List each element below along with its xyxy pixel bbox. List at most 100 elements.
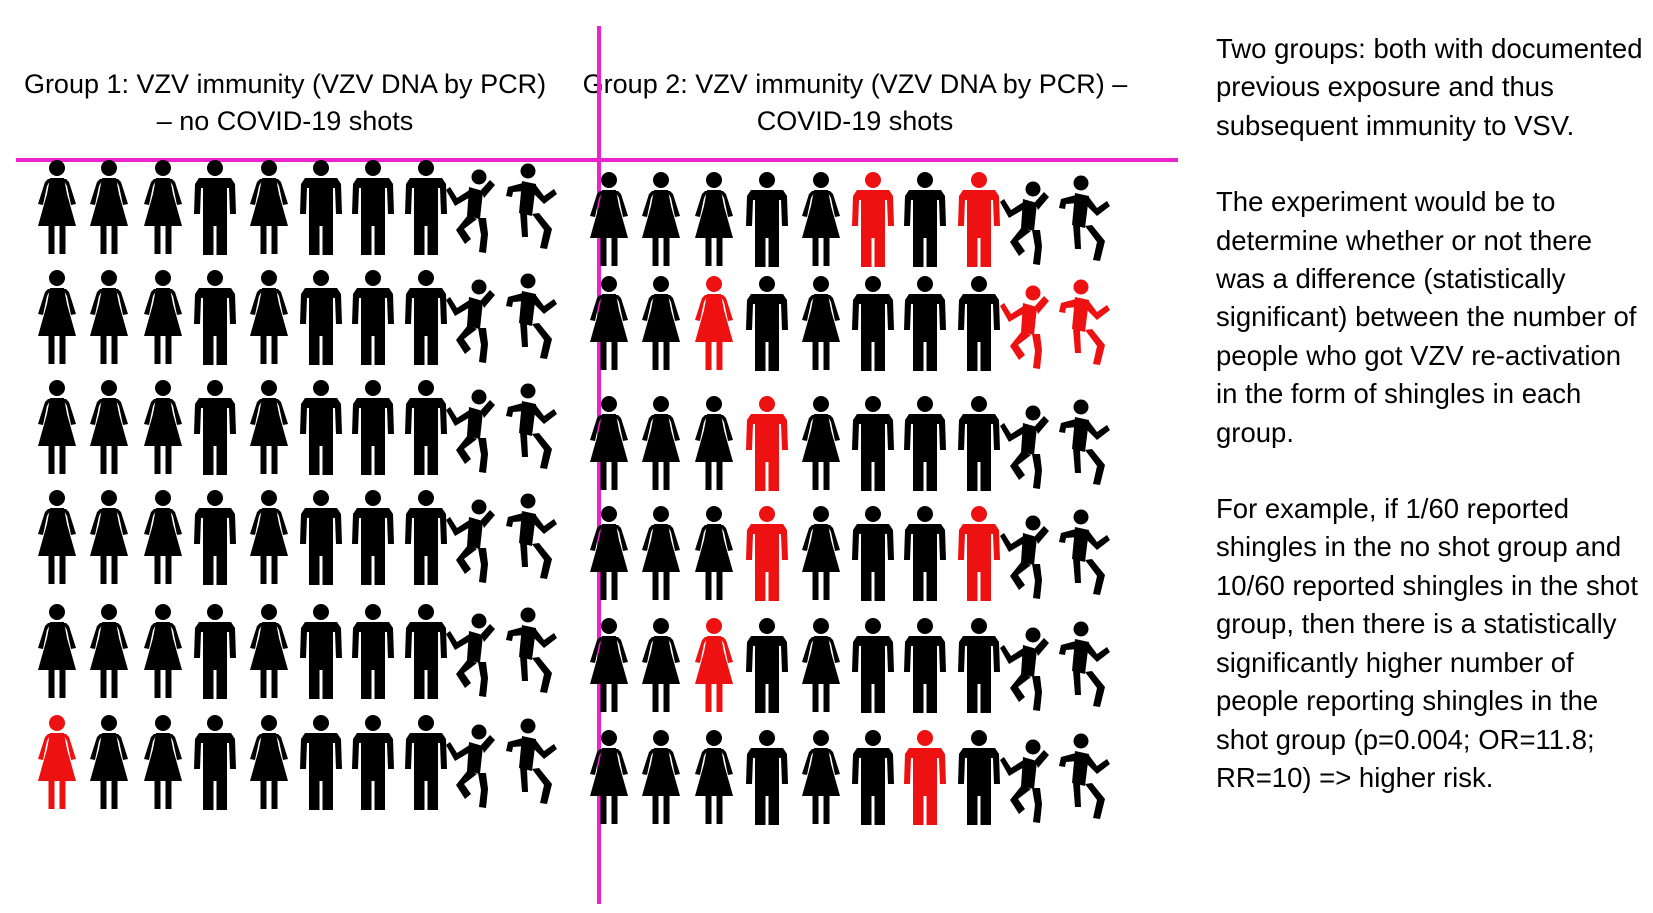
person-woman-icon — [642, 396, 680, 490]
person-man-icon — [904, 618, 946, 713]
person-woman-icon — [802, 506, 840, 600]
person-dancer-b-icon — [506, 493, 557, 579]
person-woman-icon — [590, 172, 628, 266]
person-man-icon — [904, 276, 946, 371]
person-woman-icon — [250, 490, 288, 584]
person-dancer-b-icon — [1059, 175, 1110, 261]
person-woman-icon — [144, 490, 182, 584]
person-man-icon — [405, 715, 447, 810]
person-man-icon — [746, 396, 788, 491]
person-dancer-a-icon — [1000, 181, 1049, 265]
person-woman-icon — [90, 270, 128, 364]
person-man-icon — [852, 730, 894, 825]
person-woman-icon — [802, 618, 840, 712]
person-man-icon — [194, 715, 236, 810]
person-dancer-b-icon — [1059, 733, 1110, 819]
person-man-icon — [194, 270, 236, 365]
person-man-icon — [194, 160, 236, 255]
person-dancer-a-icon — [1000, 405, 1049, 489]
person-man-icon — [958, 506, 1000, 601]
person-woman-icon — [802, 276, 840, 370]
person-man-icon — [958, 730, 1000, 825]
person-woman-icon — [590, 506, 628, 600]
person-woman-icon — [642, 172, 680, 266]
person-man-icon — [194, 490, 236, 585]
person-woman-icon — [90, 715, 128, 809]
horizontal-divider — [16, 158, 1178, 162]
person-woman-icon — [695, 730, 733, 824]
person-man-icon — [852, 618, 894, 713]
person-man-icon — [405, 380, 447, 475]
person-woman-icon — [144, 604, 182, 698]
person-man-icon — [746, 172, 788, 267]
group2-people — [590, 172, 1110, 825]
person-woman-icon — [695, 618, 733, 712]
person-woman-icon — [90, 380, 128, 474]
person-dancer-a-icon — [446, 279, 495, 363]
person-dancer-b-icon — [506, 718, 557, 804]
person-woman-icon — [642, 730, 680, 824]
person-man-icon — [958, 396, 1000, 491]
person-man-icon — [194, 604, 236, 699]
person-man-icon — [405, 270, 447, 365]
person-woman-icon — [695, 172, 733, 266]
person-man-icon — [958, 276, 1000, 371]
person-man-icon — [958, 172, 1000, 267]
person-man-icon — [352, 715, 394, 810]
person-man-icon — [746, 506, 788, 601]
person-man-icon — [300, 160, 342, 255]
person-man-icon — [746, 618, 788, 713]
person-woman-icon — [90, 604, 128, 698]
person-dancer-a-icon — [1000, 739, 1049, 823]
person-dancer-b-icon — [1059, 399, 1110, 485]
person-woman-icon — [590, 618, 628, 712]
person-woman-icon — [590, 396, 628, 490]
person-dancer-b-icon — [506, 383, 557, 469]
person-woman-icon — [38, 490, 76, 584]
person-woman-icon — [38, 380, 76, 474]
person-woman-icon — [38, 715, 76, 809]
person-woman-icon — [144, 270, 182, 364]
person-man-icon — [852, 396, 894, 491]
person-woman-icon — [144, 715, 182, 809]
person-man-icon — [405, 160, 447, 255]
person-man-icon — [405, 490, 447, 585]
person-man-icon — [352, 490, 394, 585]
person-dancer-a-icon — [446, 389, 495, 473]
person-man-icon — [300, 715, 342, 810]
person-woman-icon — [642, 506, 680, 600]
person-man-icon — [904, 396, 946, 491]
person-dancer-b-icon — [506, 273, 557, 359]
person-man-icon — [194, 380, 236, 475]
person-dancer-b-icon — [1059, 621, 1110, 707]
person-woman-icon — [642, 618, 680, 712]
person-woman-icon — [802, 172, 840, 266]
group1-title: Group 1: VZV immunity (VZV DNA by PCR) –… — [23, 69, 547, 136]
person-man-icon — [958, 618, 1000, 713]
person-dancer-a-icon — [446, 499, 495, 583]
person-woman-icon — [250, 270, 288, 364]
person-man-icon — [852, 172, 894, 267]
person-man-icon — [746, 276, 788, 371]
person-dancer-a-icon — [1000, 285, 1049, 369]
note-example: For example, if 1/60 reported shingles i… — [1216, 493, 1638, 793]
person-woman-icon — [144, 380, 182, 474]
person-dancer-b-icon — [506, 163, 557, 249]
person-woman-icon — [38, 270, 76, 364]
person-man-icon — [904, 172, 946, 267]
person-man-icon — [300, 490, 342, 585]
person-man-icon — [746, 730, 788, 825]
explanation-text: Two groups: both with documented previou… — [1216, 30, 1648, 835]
person-woman-icon — [250, 715, 288, 809]
person-woman-icon — [250, 604, 288, 698]
person-dancer-b-icon — [506, 607, 557, 693]
person-woman-icon — [144, 160, 182, 254]
person-woman-icon — [38, 604, 76, 698]
note-experiment: The experiment would be to determine whe… — [1216, 186, 1637, 448]
person-man-icon — [300, 270, 342, 365]
person-woman-icon — [802, 396, 840, 490]
person-dancer-a-icon — [446, 613, 495, 697]
person-woman-icon — [590, 730, 628, 824]
person-woman-icon — [802, 730, 840, 824]
person-woman-icon — [590, 276, 628, 370]
